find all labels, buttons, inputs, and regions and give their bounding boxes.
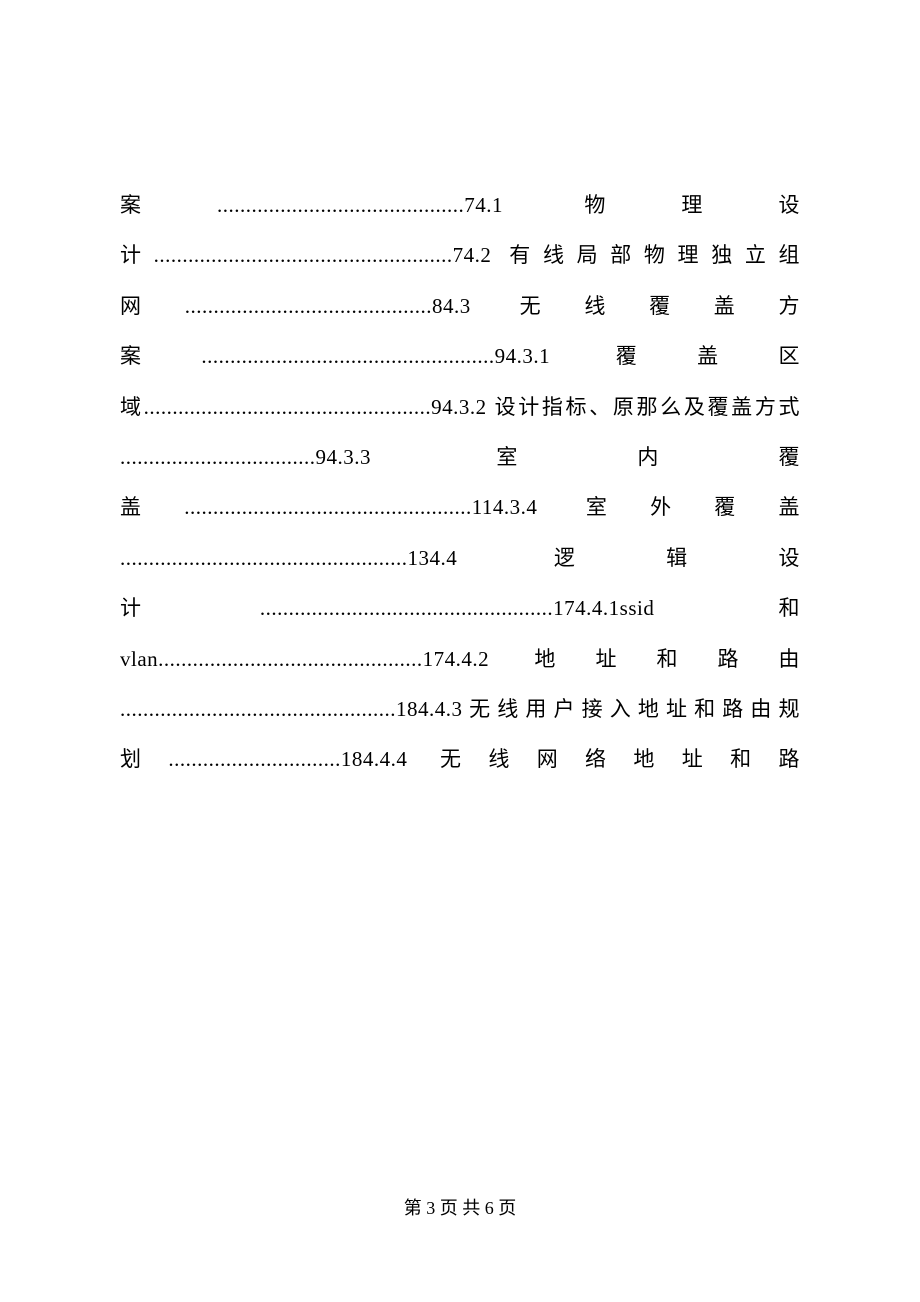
document-body: 案.......................................… xyxy=(0,0,920,785)
page-number-label: 第 3 页 共 6 页 xyxy=(404,1198,517,1218)
toc-text: 案.......................................… xyxy=(120,193,800,771)
page-footer: 第 3 页 共 6 页 xyxy=(0,1194,920,1220)
